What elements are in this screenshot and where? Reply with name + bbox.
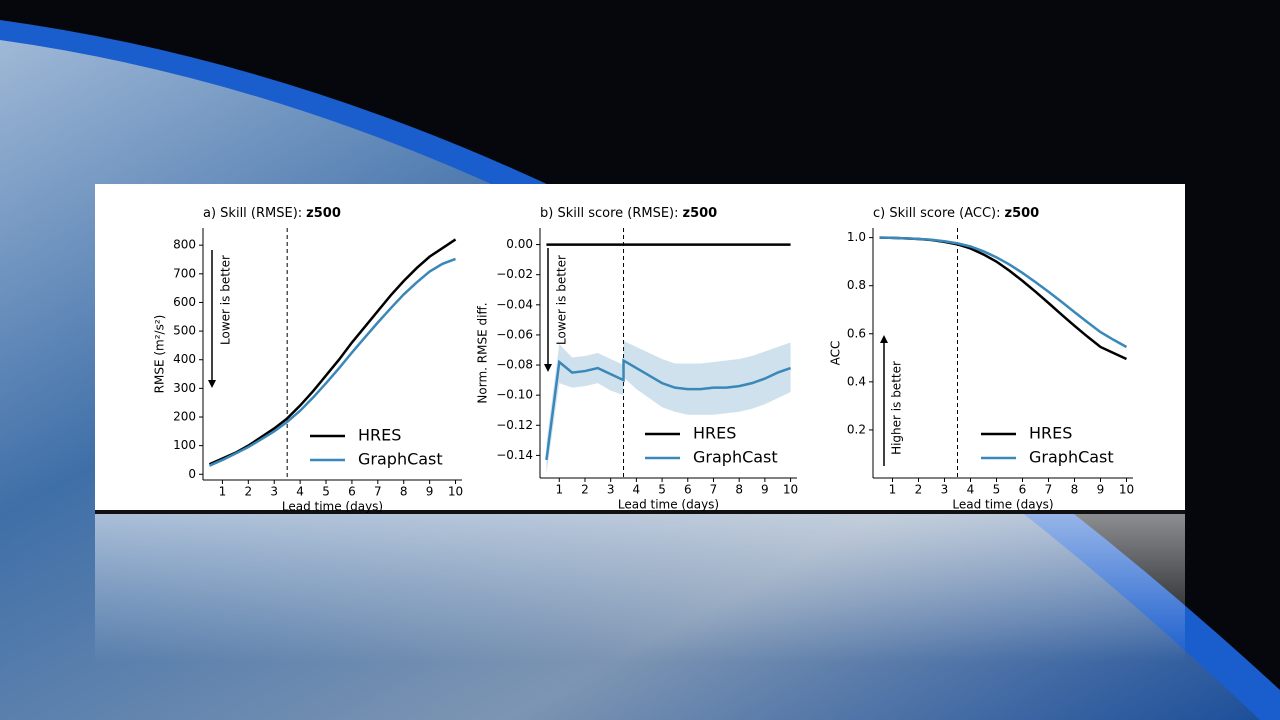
x-tick-label: 7 bbox=[710, 483, 718, 497]
legend-label: HRES bbox=[1029, 424, 1072, 443]
y-tick-label: −0.14 bbox=[496, 448, 533, 462]
x-tick-label: 10 bbox=[783, 483, 798, 497]
title-variable: z500 bbox=[306, 206, 341, 221]
x-axis-label: Lead time (days) bbox=[952, 498, 1053, 512]
x-tick-label: 3 bbox=[270, 485, 278, 499]
x-tick-label: 6 bbox=[1019, 483, 1027, 497]
legend-label: HRES bbox=[693, 424, 736, 443]
y-tick-label: −0.10 bbox=[496, 388, 533, 402]
x-tick-label: 4 bbox=[633, 483, 641, 497]
y-tick-label: −0.08 bbox=[496, 358, 533, 372]
x-axis-label: Lead time (days) bbox=[618, 498, 719, 512]
series-line bbox=[545, 358, 791, 461]
x-tick-label: 7 bbox=[374, 485, 382, 499]
y-tick-label: 0.4 bbox=[847, 374, 866, 388]
x-tick-label: 9 bbox=[426, 485, 434, 499]
series-line bbox=[879, 236, 1128, 349]
x-tick-label: 9 bbox=[1097, 483, 1105, 497]
arrow-head bbox=[208, 380, 216, 388]
annotation: Lower is better bbox=[555, 255, 569, 345]
x-tick-label: 1 bbox=[889, 483, 897, 497]
y-tick-label: 100 bbox=[173, 438, 196, 452]
y-tick-label: 0.8 bbox=[847, 278, 866, 292]
arrow-head bbox=[880, 335, 888, 343]
y-tick-label: 300 bbox=[173, 381, 196, 395]
x-tick-label: 8 bbox=[1071, 483, 1079, 497]
panel-edge bbox=[95, 510, 1185, 514]
chart-panel bbox=[95, 184, 1185, 512]
x-axis-label: Lead time (days) bbox=[282, 500, 383, 514]
y-tick-label: 1.0 bbox=[847, 230, 866, 244]
y-axis-label: RMSE (m²/s²) bbox=[153, 315, 167, 394]
legend-label: GraphCast bbox=[1029, 448, 1114, 467]
x-tick-label: 5 bbox=[322, 485, 330, 499]
y-tick-label: 800 bbox=[173, 238, 196, 252]
x-tick-label: 4 bbox=[967, 483, 975, 497]
chart: c) Skill score (ACC): z500 0.2 0.4 0.6 0.8 1.0… bbox=[829, 206, 1135, 512]
x-tick-label: 6 bbox=[348, 485, 356, 499]
x-tick-label: 2 bbox=[245, 485, 253, 499]
y-tick-label: −0.06 bbox=[496, 327, 533, 341]
x-tick-label: 10 bbox=[448, 485, 463, 499]
legend-label: GraphCast bbox=[693, 448, 778, 467]
x-tick-label: 3 bbox=[607, 483, 615, 497]
y-axis-label: ACC bbox=[829, 341, 843, 366]
x-tick-label: 1 bbox=[219, 485, 227, 499]
x-tick-label: 5 bbox=[993, 483, 1001, 497]
series-line bbox=[208, 238, 457, 466]
title-text: c) Skill score (ACC): bbox=[873, 206, 1001, 221]
y-tick-label: 600 bbox=[173, 295, 196, 309]
y-tick-label: 0.6 bbox=[847, 326, 866, 340]
x-tick-label: 8 bbox=[735, 483, 743, 497]
x-tick-label: 8 bbox=[400, 485, 408, 499]
confidence-band bbox=[546, 340, 791, 474]
y-tick-label: −0.12 bbox=[496, 418, 533, 432]
y-tick-label: −0.04 bbox=[496, 297, 533, 311]
y-axis-label: Norm. RMSE diff. bbox=[476, 302, 490, 403]
x-tick-label: 10 bbox=[1119, 483, 1134, 497]
y-tick-label: 500 bbox=[173, 324, 196, 338]
chart: a) Skill (RMSE): z500 0 100 200 300 400 500 600 7… bbox=[153, 206, 464, 514]
title-variable: z500 bbox=[1005, 206, 1040, 221]
chart-title: c) Skill score (ACC): z500 bbox=[873, 206, 1039, 221]
y-tick-label: 200 bbox=[173, 410, 196, 424]
y-tick-label: −0.02 bbox=[496, 267, 533, 281]
y-tick-label: 0 bbox=[188, 467, 196, 481]
y-tick-label: 700 bbox=[173, 266, 196, 280]
reflection bbox=[95, 512, 1185, 662]
x-tick-label: 2 bbox=[581, 483, 589, 497]
y-tick-label: 400 bbox=[173, 352, 196, 366]
legend-label: GraphCast bbox=[358, 450, 443, 469]
title-text: a) Skill (RMSE): bbox=[203, 206, 302, 221]
x-tick-label: 3 bbox=[941, 483, 949, 497]
x-tick-label: 7 bbox=[1045, 483, 1053, 497]
x-tick-label: 5 bbox=[658, 483, 666, 497]
legend-label: HRES bbox=[358, 426, 401, 445]
y-tick-label: 0.00 bbox=[506, 237, 533, 251]
x-tick-label: 4 bbox=[296, 485, 304, 499]
annotation: Lower is better bbox=[219, 255, 233, 345]
chart-title: b) Skill score (RMSE): z500 bbox=[540, 206, 717, 221]
title-variable: z500 bbox=[683, 206, 718, 221]
arrow-head bbox=[544, 364, 552, 372]
chart-title: a) Skill (RMSE): z500 bbox=[203, 206, 341, 221]
x-tick-label: 2 bbox=[915, 483, 923, 497]
x-tick-label: 6 bbox=[684, 483, 692, 497]
y-tick-label: 0.2 bbox=[847, 422, 866, 436]
series-line bbox=[208, 257, 456, 467]
title-text: b) Skill score (RMSE): bbox=[540, 206, 679, 221]
annotation: Higher is better bbox=[890, 361, 904, 455]
x-tick-label: 1 bbox=[555, 483, 563, 497]
x-tick-label: 9 bbox=[761, 483, 769, 497]
chart: b) Skill score (RMSE): z500 0.00 −0.02 −0.04… bbox=[476, 206, 799, 512]
